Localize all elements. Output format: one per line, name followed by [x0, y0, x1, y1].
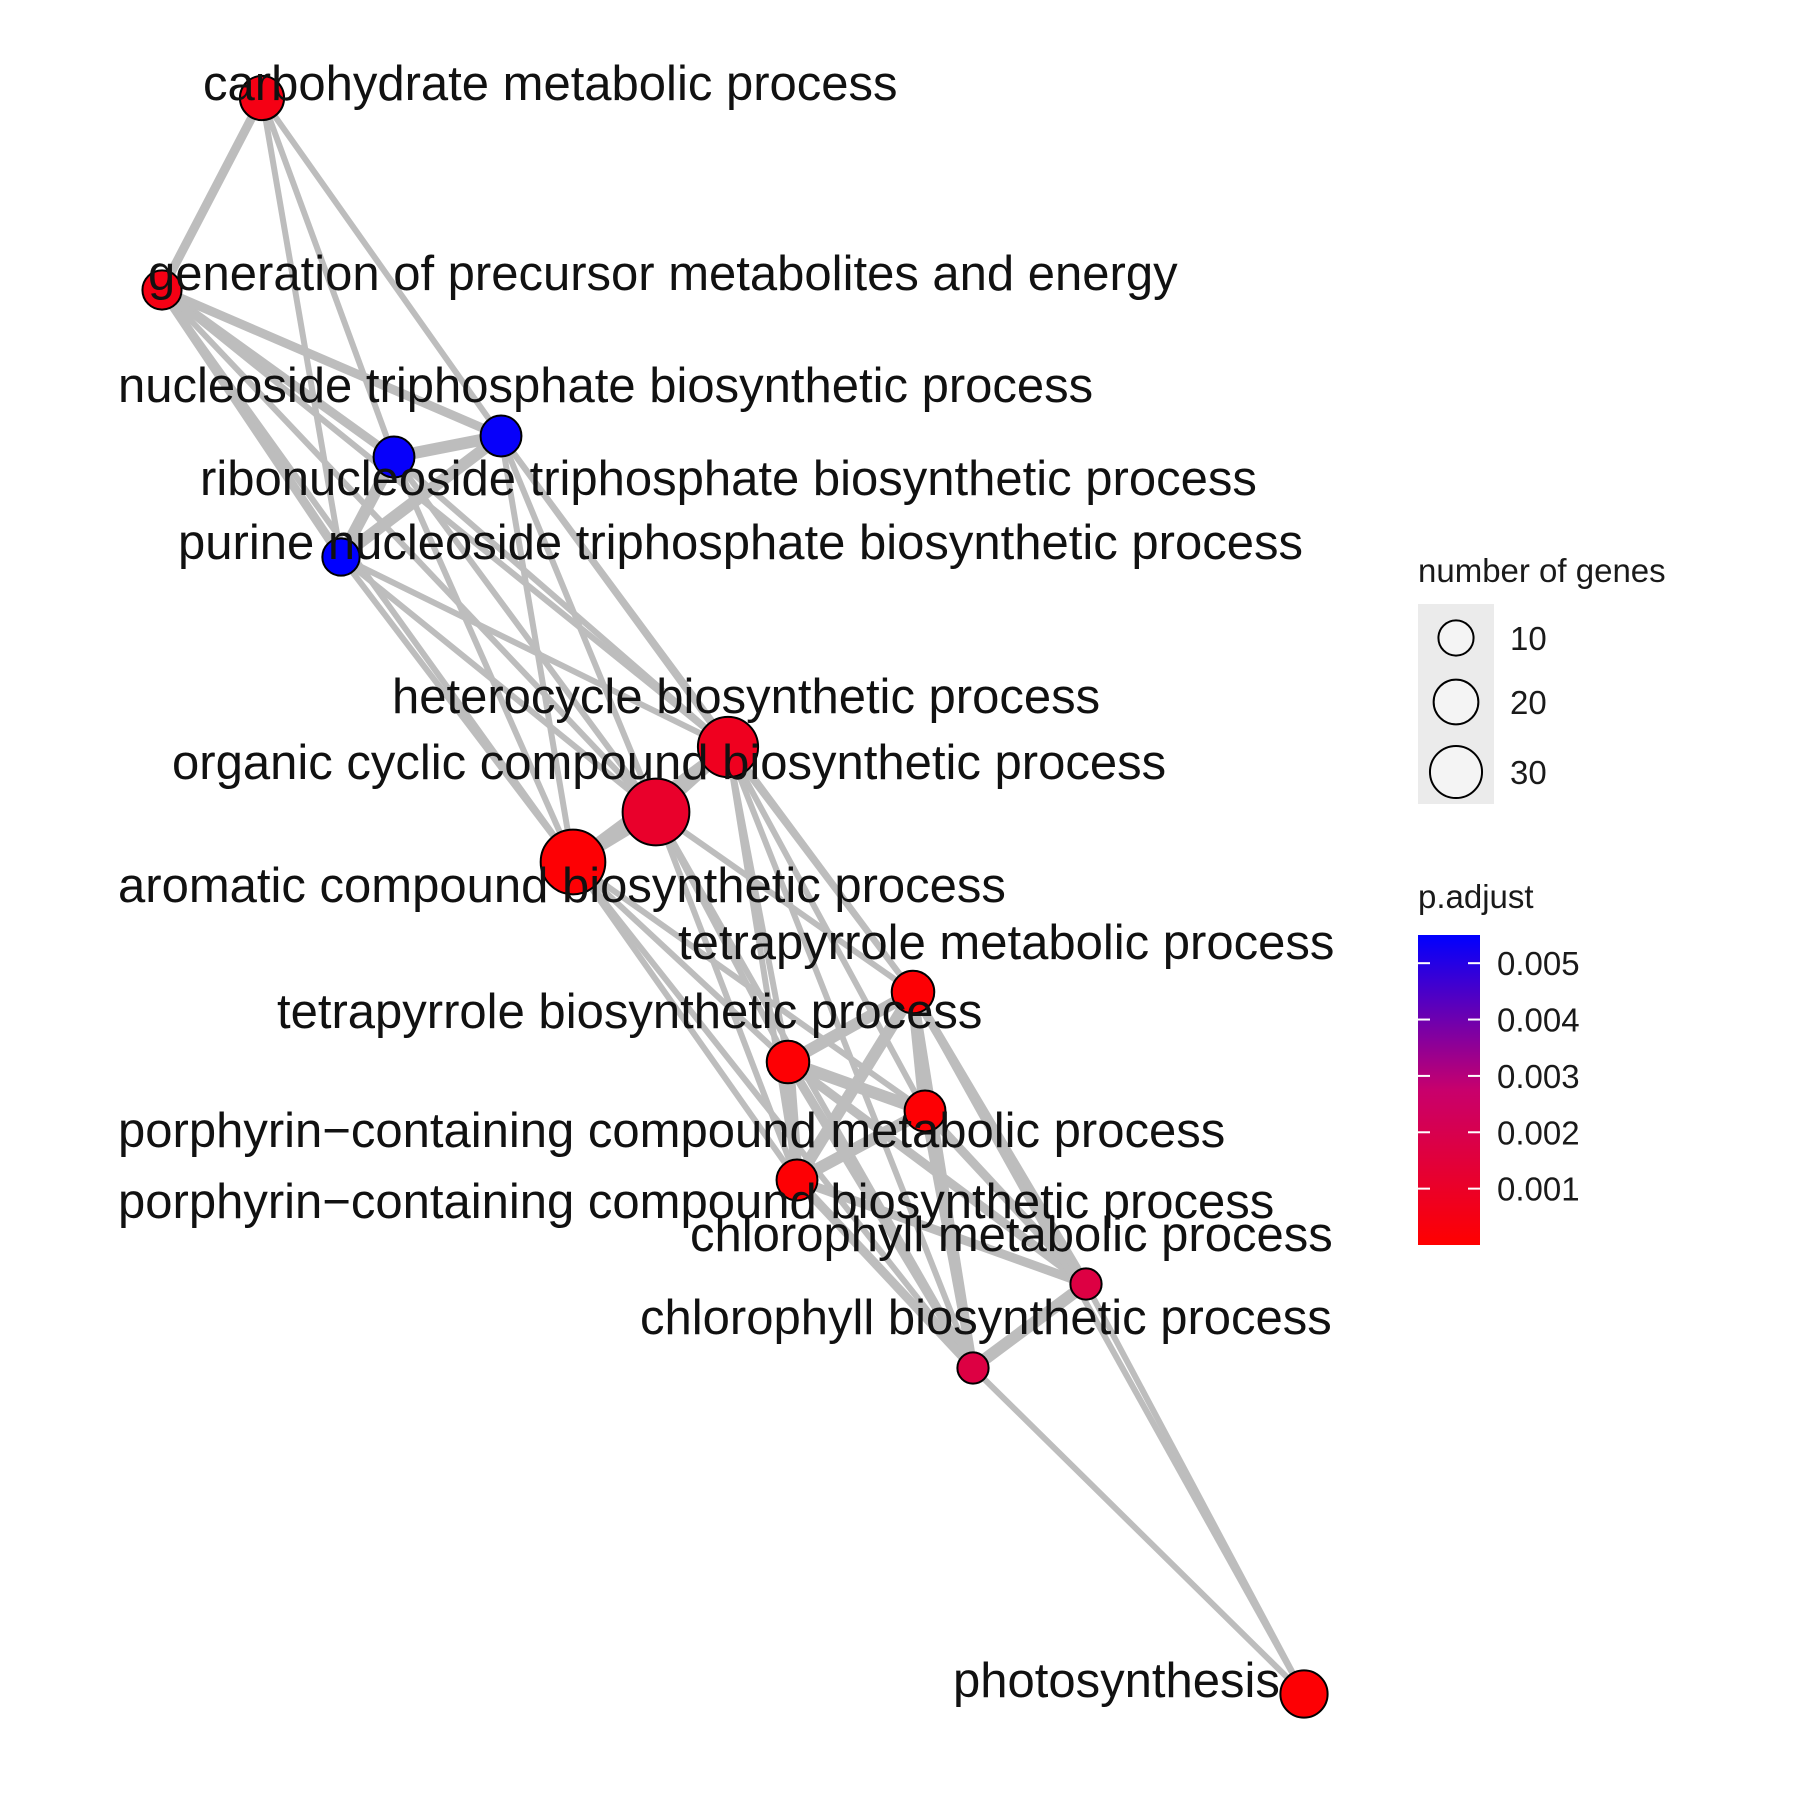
- node-pntbp[interactable]: [321, 537, 361, 577]
- node-ntbp[interactable]: [479, 414, 523, 458]
- size-legend-circle-20: [1432, 678, 1480, 726]
- node-label-chlbp: chlorophyll biosynthetic process: [640, 1291, 1332, 1345]
- node-label-hbp: heterocycle biosynthetic process: [392, 670, 1100, 724]
- edge-gpme-occbp: [159, 287, 659, 815]
- node-label-tmp: tetrapyrrole metabolic process: [678, 916, 1334, 970]
- nodes-layer: [141, 74, 1329, 1719]
- color-legend-tick-label: 0.001: [1497, 1171, 1580, 1208]
- node-label-pcmp: porphyrin−containing compound metabolic …: [118, 1104, 1225, 1158]
- node-occbp[interactable]: [621, 777, 691, 847]
- edge-chlmp-chlbp: [969, 1279, 1090, 1373]
- edge-pcbp-chlbp: [793, 1176, 977, 1372]
- edge-tmp-photo: [910, 990, 1307, 1696]
- node-label-occbp: organic cyclic compound biosynthetic pro…: [172, 736, 1166, 790]
- edge-pntbp-hbp: [339, 554, 730, 750]
- color-legend-ticks: 0.005 0.004 0.003 0.002 0.001: [1418, 945, 1580, 1208]
- color-legend-tick-label: 0.004: [1497, 1002, 1580, 1039]
- size-legend-label-10: 10: [1510, 620, 1547, 657]
- size-legend-items: 10 20 30: [1428, 619, 1547, 800]
- edge-carb-rntbp: [259, 96, 397, 459]
- edge-gpme-hbp: [160, 287, 730, 750]
- labels-layer: carbohydrate metabolic process generation…: [118, 57, 1334, 1708]
- edge-acbp-pcbp: [570, 860, 800, 1182]
- node-label-carb: carbohydrate metabolic process: [203, 57, 898, 111]
- node-label-ntbp: nucleoside triphosphate biosynthetic pro…: [118, 359, 1093, 413]
- edge-pcmp-chlbp: [920, 1110, 978, 1369]
- color-legend-title: p.adjust: [1418, 878, 1534, 915]
- node-label-gpme: generation of precursor metabolites and …: [148, 247, 1178, 301]
- node-label-pntbp: purine nucleoside triphosphate biosynthe…: [178, 516, 1303, 570]
- color-legend-tick-label: 0.005: [1497, 945, 1580, 982]
- edge-tmp-tbp: [785, 986, 916, 1068]
- node-chlmp[interactable]: [1069, 1267, 1103, 1301]
- edge-rntbp-hbp: [392, 454, 730, 750]
- edge-rntbp-acbp: [391, 455, 576, 864]
- node-label-photo: photosynthesis: [953, 1654, 1280, 1708]
- edge-carb-ntbp: [259, 96, 504, 438]
- node-label-chlmp: chlorophyll metabolic process: [690, 1208, 1333, 1262]
- node-pcmp[interactable]: [903, 1089, 947, 1133]
- node-label-pcbp: porphyrin−containing compound biosynthet…: [118, 1175, 1274, 1229]
- edge-chlbp-photo: [970, 1365, 1307, 1697]
- size-legend-circle-30: [1428, 744, 1484, 800]
- node-chlbp[interactable]: [956, 1351, 990, 1385]
- node-tbp[interactable]: [765, 1039, 811, 1085]
- edge-rntbp-occbp: [391, 455, 659, 814]
- size-legend-circle-10: [1437, 619, 1475, 657]
- edge-ntbp-acbp: [498, 435, 576, 863]
- edge-acbp-chlbp: [570, 860, 976, 1370]
- color-legend-tick-label: 0.003: [1497, 1058, 1580, 1095]
- edge-pntbp-occbp: [339, 554, 658, 815]
- node-photo[interactable]: [1279, 1669, 1329, 1719]
- edge-acbp-tbp: [570, 859, 791, 1065]
- edge-carb-gpme: [158, 95, 266, 293]
- node-gpme[interactable]: [141, 269, 183, 311]
- node-tmp[interactable]: [890, 969, 936, 1015]
- edge-occbp-tmp: [654, 809, 915, 995]
- edge-ntbp-occbp: [498, 434, 659, 814]
- node-rntbp[interactable]: [372, 435, 416, 479]
- edge-tbp-pcmp: [785, 1056, 928, 1117]
- node-hbp[interactable]: [696, 715, 760, 779]
- size-legend-label-30: 30: [1510, 754, 1547, 791]
- node-acbp[interactable]: [539, 828, 607, 896]
- edge-hbp-tmp: [725, 745, 916, 994]
- node-carb[interactable]: [238, 74, 286, 122]
- size-legend-label-20: 20: [1510, 684, 1547, 721]
- edge-carb-pntbp: [259, 97, 344, 558]
- color-legend-tick-label: 0.002: [1497, 1114, 1580, 1151]
- edge-pcbp-chlmp: [795, 1175, 1088, 1289]
- node-pcbp[interactable]: [775, 1158, 819, 1202]
- edge-pntbp-acbp: [338, 555, 576, 864]
- size-legend-title: number of genes: [1418, 552, 1666, 589]
- edge-gpme-ntbp: [160, 285, 503, 441]
- color-legend-bar: [1418, 935, 1480, 1245]
- edge-pcmp-pcbp: [794, 1105, 928, 1186]
- node-label-rntbp: ribonucleoside triphosphate biosynthetic…: [200, 452, 1257, 506]
- edge-tbp-chlbp: [784, 1059, 977, 1371]
- node-label-acbp: aromatic compound biosynthetic process: [118, 859, 1006, 913]
- node-label-tbp: tetrapyrrole biosynthetic process: [277, 985, 982, 1039]
